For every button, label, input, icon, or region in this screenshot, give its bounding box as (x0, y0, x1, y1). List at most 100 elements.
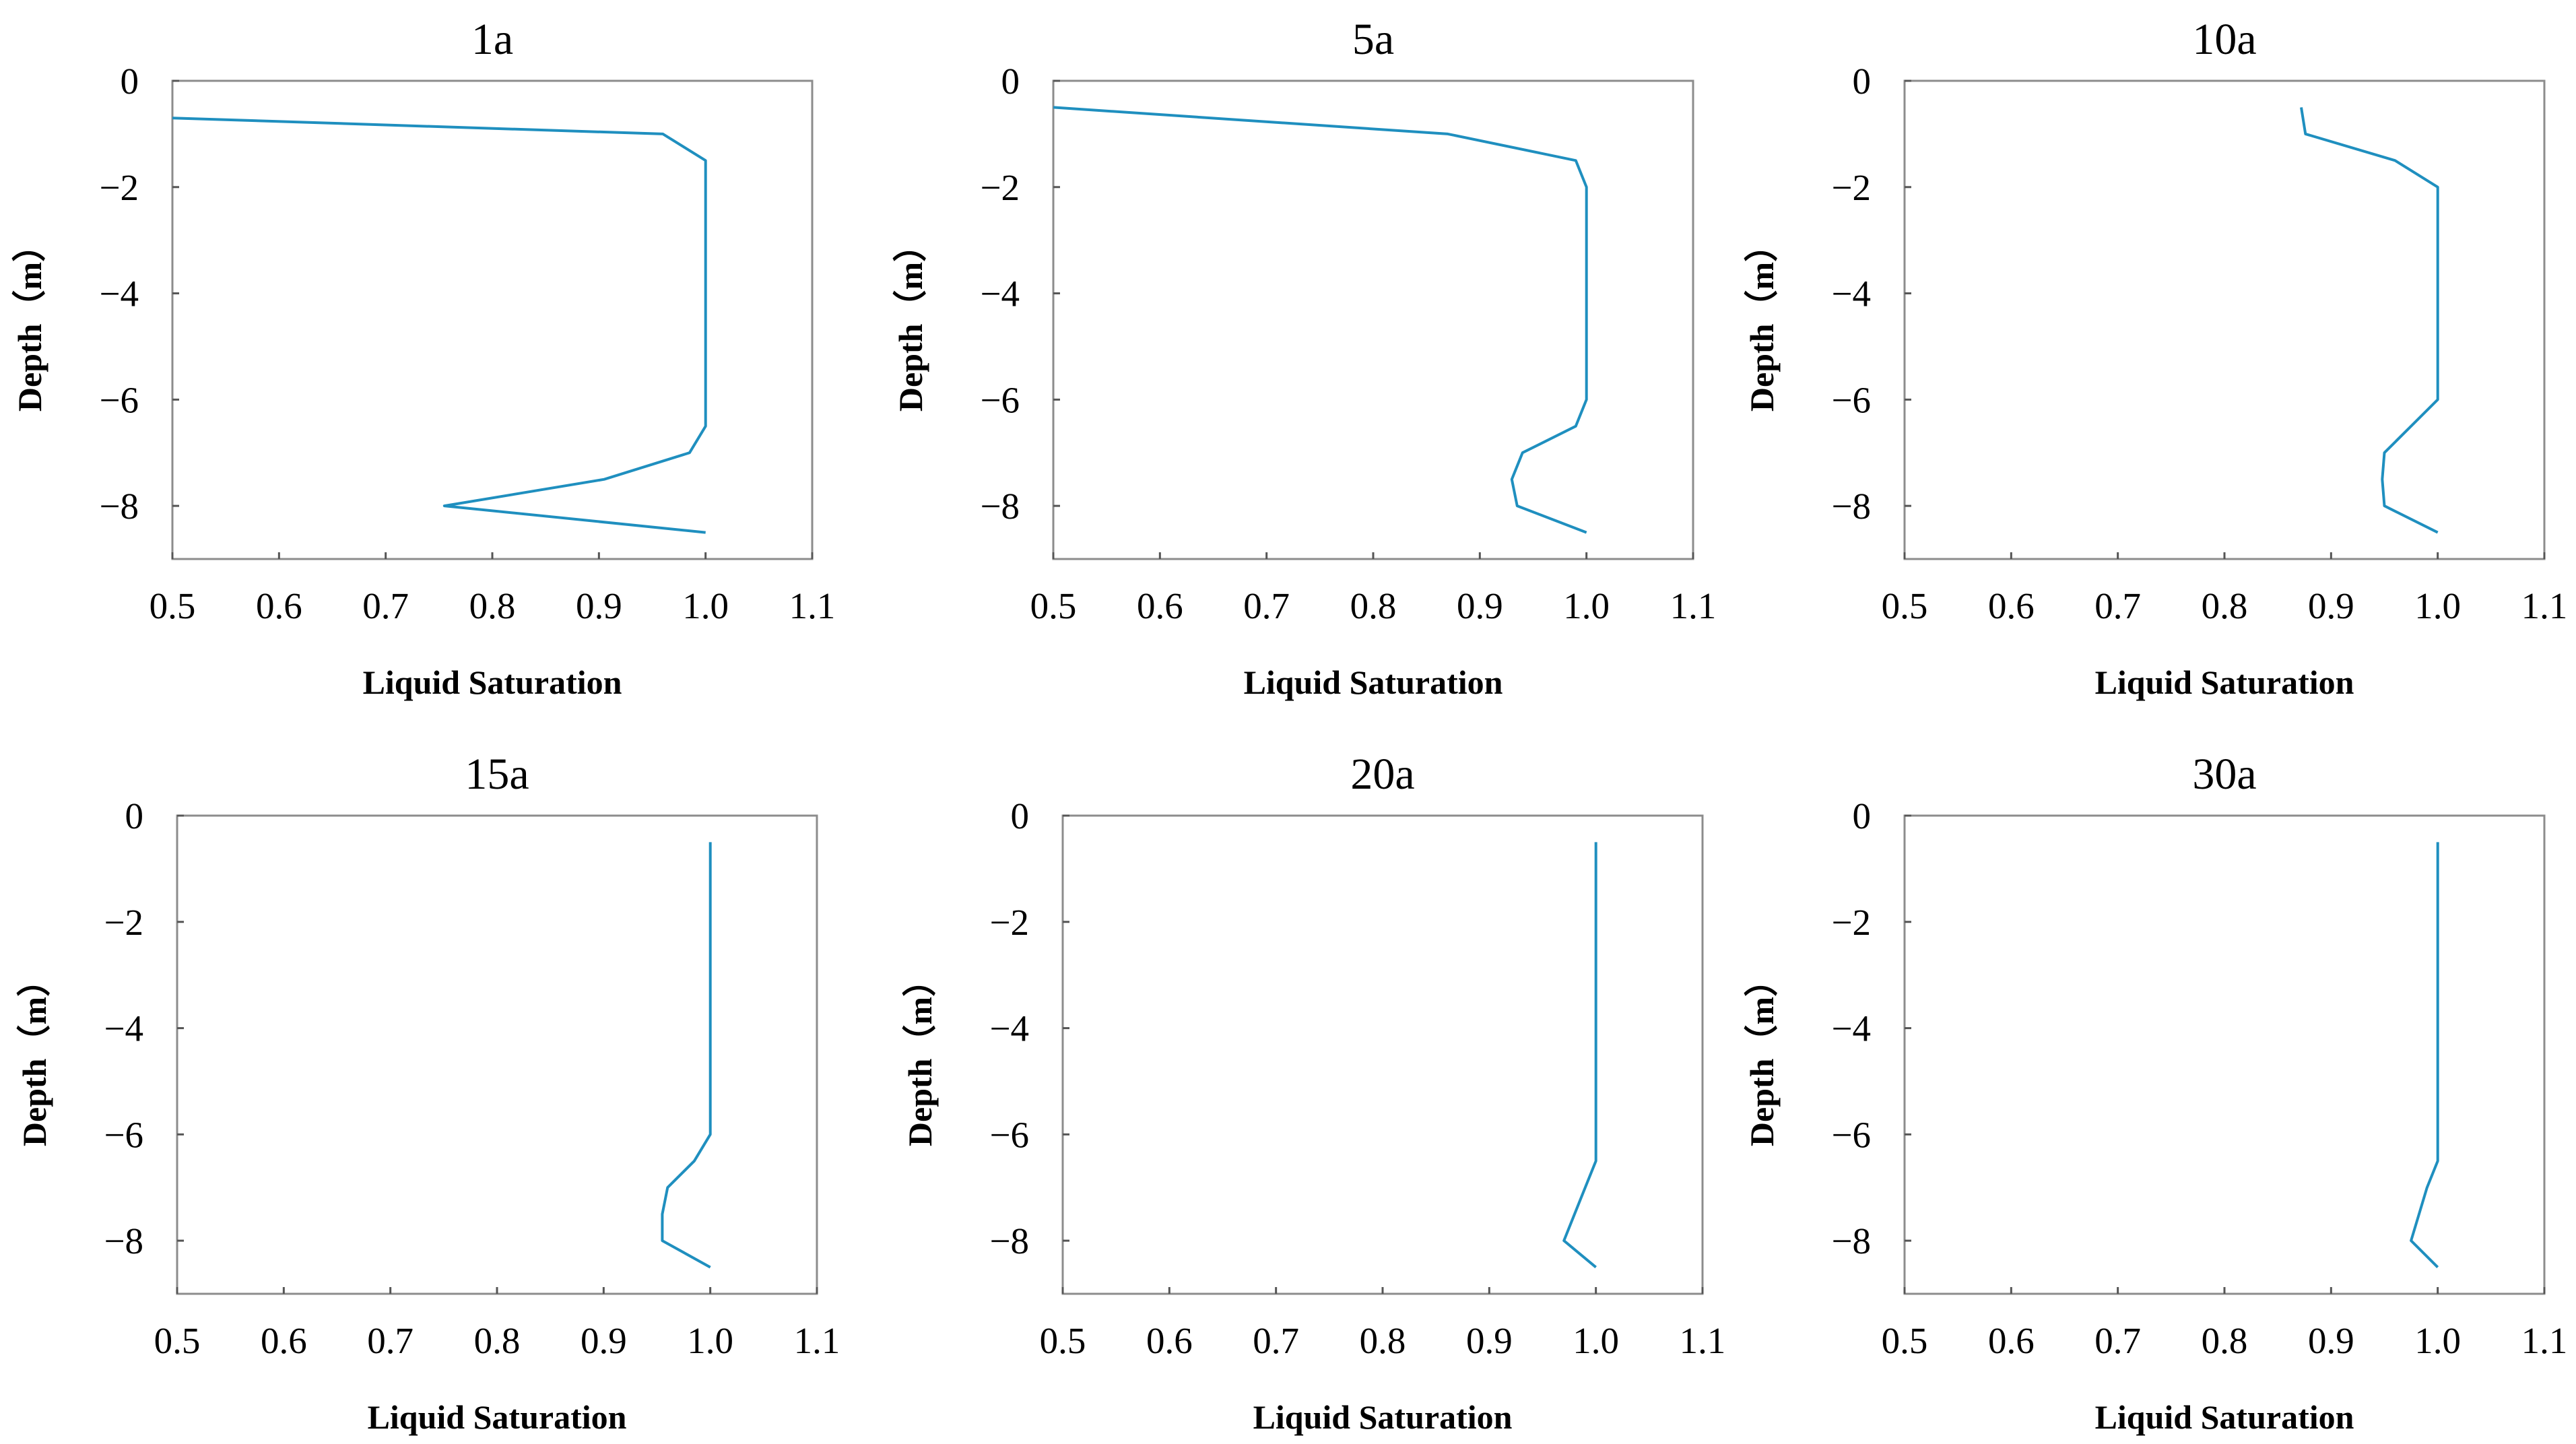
plot-frame (1903, 79, 2546, 560)
y-tick-label: −2 (1831, 167, 1871, 208)
y-tick-label: 0 (1011, 795, 1030, 836)
y-tick-label: 0 (1853, 795, 1872, 836)
x-tick-label: 0.8 (469, 585, 516, 626)
x-tick-label: 1.1 (789, 585, 836, 626)
x-tick-label: 0.7 (2094, 585, 2141, 626)
panel-title: 20a (1350, 750, 1414, 799)
x-tick-label: 0.9 (1466, 1320, 1513, 1361)
x-tick-label: 0.7 (2094, 1320, 2141, 1361)
series-line-saturation (172, 117, 707, 534)
panel-10a: 10a 0.5 0.6 0.7 0.8 0.9 1.0 1.1 0 −2 −4 −6 −8 Liquid … (1743, 15, 2567, 701)
y-axis-label: Depth（m） (892, 228, 929, 412)
y-tick-label: −6 (1831, 1114, 1871, 1155)
y-tick-label: −6 (99, 379, 139, 420)
y-tick-label: 0 (121, 61, 139, 102)
x-tick-label: 1.1 (1670, 585, 1717, 626)
series-line-saturation (2410, 842, 2439, 1269)
y-tick-label: −8 (1831, 1220, 1871, 1261)
x-tick-label: 0.8 (474, 1320, 521, 1361)
x-tick-label: 1.0 (2414, 585, 2461, 626)
x-tick-label: 0.8 (2202, 585, 2248, 626)
x-tick-label: 0.7 (1253, 1320, 1299, 1361)
x-tick-label: 0.8 (1350, 585, 1397, 626)
x-tick-label: 0.9 (2308, 585, 2354, 626)
panel-title: 5a (1352, 15, 1394, 64)
x-tick-label: 0.5 (150, 585, 196, 626)
x-tick-label: 0.5 (154, 1320, 201, 1361)
panel-title: 30a (2192, 750, 2256, 799)
y-tick-label: −8 (1831, 486, 1871, 527)
panel-20a: 20a 0.5 0.6 0.7 0.8 0.9 1.0 1.1 0 −2 −4 −6 −8 Liquid … (901, 750, 1725, 1436)
x-axis-label: Liquid Saturation (2095, 663, 2354, 701)
panel-1a: 1a 0.5 0.6 0.7 0.8 0.9 1.0 1.1 0 −2 −4 −6 −8 Liquid S… (11, 15, 835, 701)
y-tick-label: −8 (989, 1220, 1029, 1261)
x-tick-label: 0.6 (1988, 585, 2035, 626)
y-axis-label: Depth（m） (1743, 228, 1781, 412)
x-tick-label: 0.7 (362, 585, 409, 626)
plot-frame (1061, 814, 1704, 1295)
y-tick-label: −2 (989, 902, 1029, 943)
panel-5a: 5a 0.5 0.6 0.7 0.8 0.9 1.0 1.1 0 −2 −4 −6 −8 Liquid S… (892, 15, 1716, 701)
x-tick-label: 0.8 (1360, 1320, 1406, 1361)
x-tick-label: 0.7 (367, 1320, 414, 1361)
y-tick-label: −8 (104, 1220, 143, 1261)
y-axis-label: Depth（m） (1743, 963, 1781, 1146)
x-axis-label: Liquid Saturation (1253, 1398, 1513, 1436)
y-tick-label: −4 (99, 273, 139, 315)
x-tick-label: 1.0 (682, 585, 729, 626)
x-axis-label: Liquid Saturation (368, 1398, 627, 1436)
y-tick-label: 0 (1001, 61, 1020, 102)
y-tick-label: −2 (980, 167, 1020, 208)
y-tick-label: 0 (125, 795, 144, 836)
y-axis-label: Depth（m） (15, 963, 53, 1146)
x-tick-label: 1.0 (2414, 1320, 2461, 1361)
y-tick-label: −2 (1831, 902, 1871, 943)
panel-15a: 15a 0.5 0.6 0.7 0.8 0.9 1.0 1.1 0 −2 −4 −6 −8 Liquid … (15, 750, 840, 1436)
series-line-saturation (1562, 842, 1597, 1269)
x-axis-label: Liquid Saturation (1244, 663, 1503, 701)
x-tick-label: 0.6 (261, 1320, 307, 1361)
x-tick-label: 0.5 (1040, 1320, 1086, 1361)
x-tick-label: 1.0 (687, 1320, 733, 1361)
plot-frame (176, 814, 818, 1295)
x-tick-label: 1.1 (1680, 1320, 1726, 1361)
y-tick-label: −8 (980, 486, 1020, 527)
series-line-saturation (2300, 107, 2439, 534)
x-tick-label: 0.5 (1882, 585, 1928, 626)
x-tick-label: 1.0 (1563, 585, 1610, 626)
x-tick-label: 0.6 (256, 585, 302, 626)
x-tick-label: 0.9 (576, 585, 622, 626)
x-tick-label: 0.9 (1457, 585, 1503, 626)
y-tick-label: −4 (1831, 1008, 1871, 1049)
y-tick-label: −8 (99, 486, 139, 527)
x-axis-label: Liquid Saturation (2095, 1398, 2354, 1436)
panel-title: 10a (2192, 15, 2256, 64)
plot-frame (1903, 814, 2546, 1295)
y-tick-label: −4 (989, 1008, 1029, 1049)
y-tick-label: −6 (989, 1114, 1029, 1155)
y-tick-label: 0 (1853, 61, 1872, 102)
y-tick-label: −4 (980, 273, 1020, 315)
panel-30a: 30a 0.5 0.6 0.7 0.8 0.9 1.0 1.1 0 −2 −4 −6 −8 Liquid … (1743, 750, 2567, 1436)
x-axis-label: Liquid Saturation (363, 663, 622, 701)
x-tick-label: 0.6 (1137, 585, 1183, 626)
y-tick-label: −4 (1831, 273, 1871, 315)
y-tick-label: −6 (1831, 379, 1871, 420)
y-tick-label: −6 (980, 379, 1020, 420)
x-tick-label: 0.5 (1030, 585, 1077, 626)
y-axis-label: Depth（m） (901, 963, 939, 1146)
x-tick-label: 0.9 (581, 1320, 627, 1361)
y-axis-label: Depth（m） (11, 228, 48, 412)
x-tick-label: 1.1 (2521, 1320, 2568, 1361)
y-tick-label: −6 (104, 1114, 143, 1155)
series-line-saturation (1053, 106, 1588, 534)
y-tick-label: −2 (99, 167, 139, 208)
x-tick-label: 0.5 (1882, 1320, 1928, 1361)
x-tick-label: 0.6 (1988, 1320, 2035, 1361)
plot-frame (171, 79, 814, 560)
x-tick-label: 0.9 (2308, 1320, 2354, 1361)
plot-frame (1052, 79, 1694, 560)
y-tick-label: −2 (104, 902, 143, 943)
x-tick-label: 0.7 (1243, 585, 1290, 626)
x-tick-label: 1.1 (794, 1320, 840, 1361)
